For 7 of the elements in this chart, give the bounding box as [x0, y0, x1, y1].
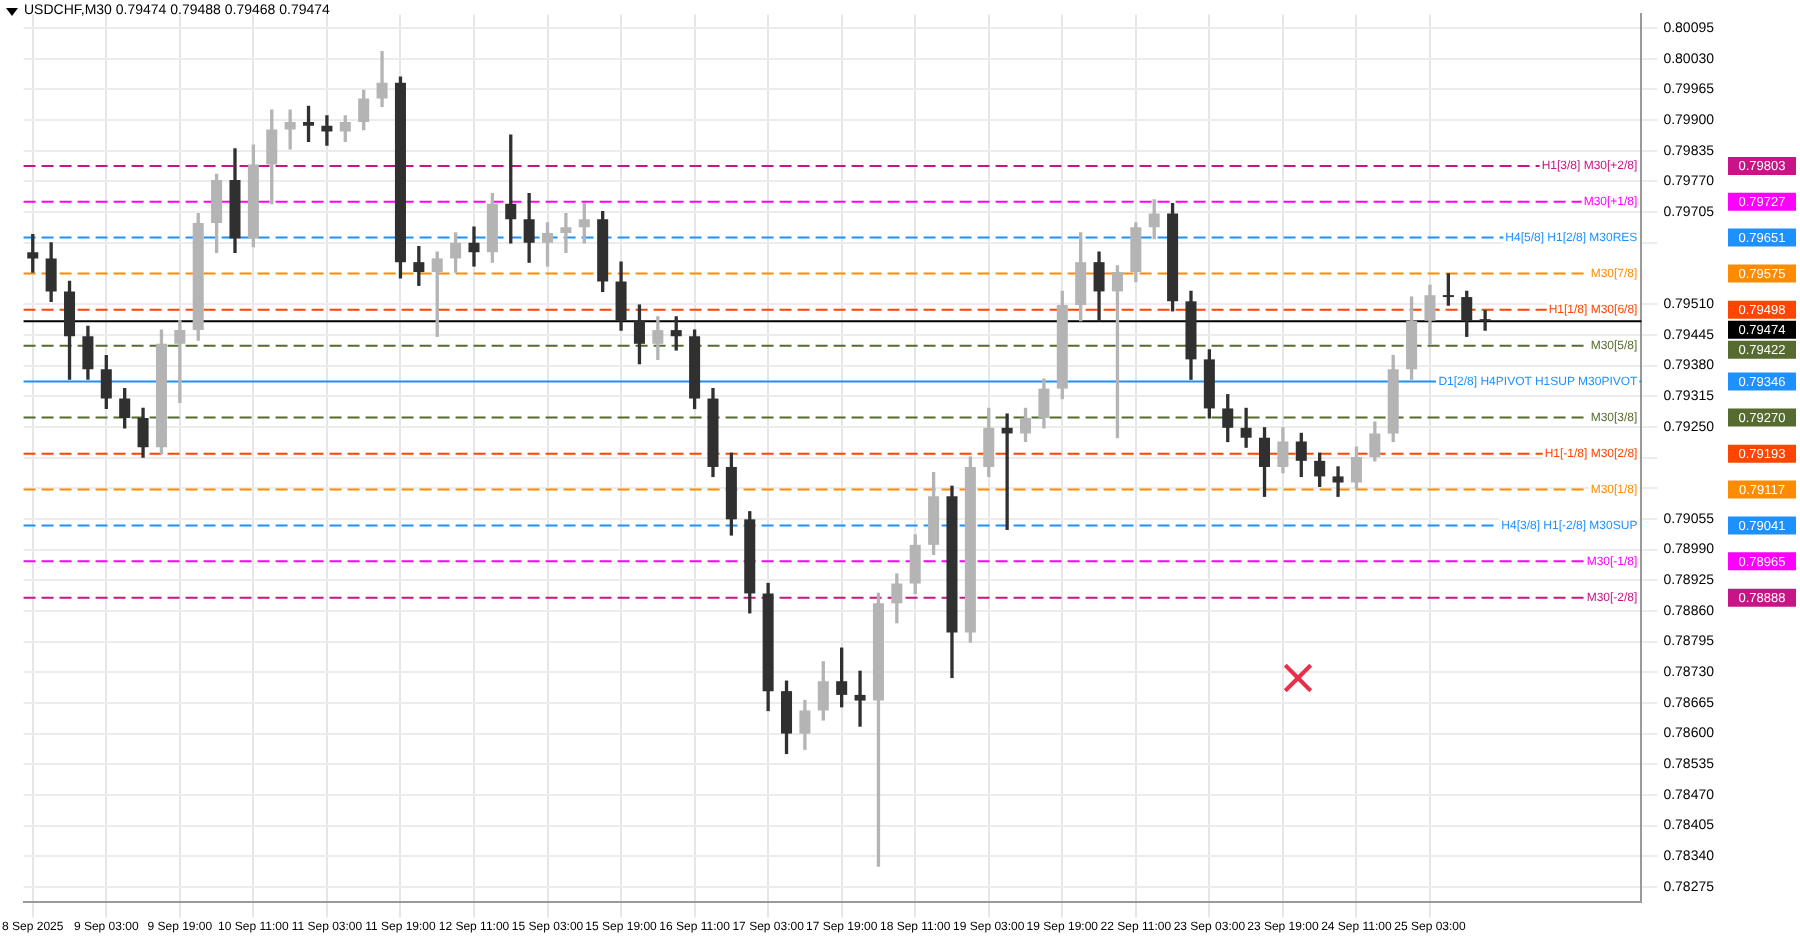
candlestick [1479, 310, 1491, 331]
candlestick [1332, 466, 1344, 497]
candlestick [560, 212, 572, 253]
candlestick [284, 109, 296, 150]
candlestick [854, 670, 866, 727]
candlestick [468, 226, 480, 267]
candlestick [1240, 407, 1252, 448]
